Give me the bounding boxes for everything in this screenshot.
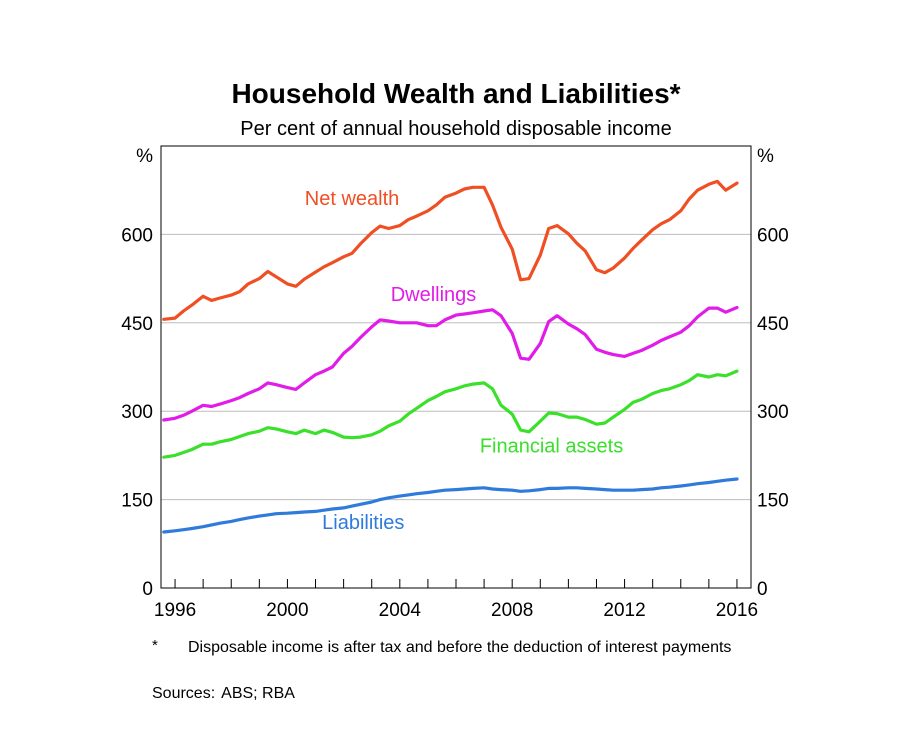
footnote-marker: * bbox=[152, 637, 158, 654]
y-tick-label-left-450: 450 bbox=[121, 314, 153, 335]
y-tick-label-left-150: 150 bbox=[121, 491, 153, 512]
series-line-liabilities bbox=[162, 477, 739, 534]
y-tick-label-left-300: 300 bbox=[121, 402, 153, 423]
footnote-text: Disposable income is after tax and befor… bbox=[188, 639, 732, 656]
series-line-net-wealth bbox=[162, 179, 739, 321]
series-lines bbox=[162, 179, 739, 534]
sources-text: ABS; RBA bbox=[221, 685, 295, 702]
y-unit-right: % bbox=[757, 146, 774, 167]
series-label-net-wealth: Net wealth bbox=[305, 188, 400, 210]
series-label-liabilities: Liabilities bbox=[322, 512, 404, 534]
y-tick-label-left-0: 0 bbox=[142, 579, 153, 600]
x-tick-label-1996: 1996 bbox=[154, 600, 196, 621]
series-label-dwellings: Dwellings bbox=[391, 284, 477, 306]
axis-ticks bbox=[174, 579, 738, 588]
y-tick-label-right-0: 0 bbox=[757, 579, 768, 600]
series-label-financial-assets: Financial assets bbox=[480, 435, 623, 457]
sources-line: Sources: ABS; RBA bbox=[152, 685, 295, 703]
x-tick-label-2008: 2008 bbox=[491, 600, 533, 621]
x-tick-label-2000: 2000 bbox=[266, 600, 308, 621]
y-unit-left: % bbox=[136, 146, 153, 167]
axis-labels: 0 0 150 150 300 300 450 450 600 600% % 1996 2000 2004… bbox=[121, 146, 788, 621]
x-tick-label-2012: 2012 bbox=[603, 600, 645, 621]
sources-label: Sources: bbox=[152, 685, 216, 702]
chart-subtitle: Per cent of annual household disposable … bbox=[240, 118, 672, 140]
y-tick-label-right-150: 150 bbox=[757, 491, 789, 512]
plot-frame bbox=[160, 145, 752, 589]
series-line-dwellings bbox=[162, 305, 739, 422]
y-tick-label-left-600: 600 bbox=[121, 225, 153, 246]
y-tick-label-right-300: 300 bbox=[757, 402, 789, 423]
y-tick-label-right-450: 450 bbox=[757, 314, 789, 335]
chart-title: Household Wealth and Liabilities* bbox=[231, 78, 681, 109]
x-tick-label-2004: 2004 bbox=[379, 600, 422, 621]
chart-svg: 0 0 150 150 300 300 450 450 600 600% % 1996 2000 2004… bbox=[121, 145, 789, 621]
y-tick-label-right-600: 600 bbox=[757, 225, 789, 246]
gridlines bbox=[161, 233, 751, 501]
x-tick-label-2016: 2016 bbox=[716, 600, 758, 621]
series-line-financial-assets bbox=[162, 369, 739, 459]
